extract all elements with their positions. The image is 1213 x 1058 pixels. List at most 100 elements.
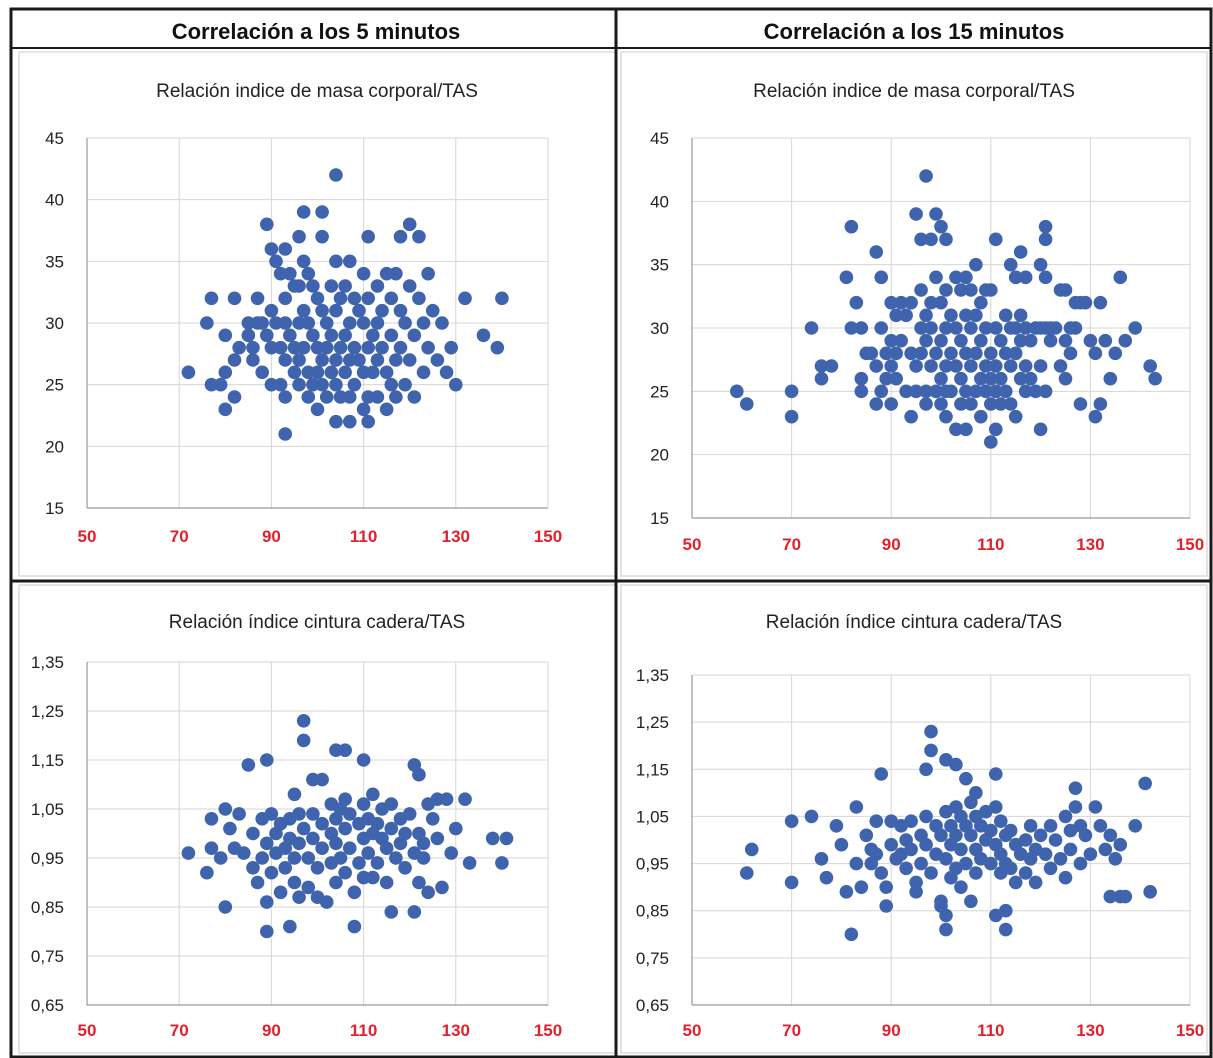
data-point (869, 245, 884, 259)
data-point (315, 205, 329, 219)
data-point (964, 397, 978, 411)
y-tick-label: 15 (45, 499, 64, 518)
data-point (874, 384, 889, 399)
data-point (879, 899, 894, 913)
data-point (315, 229, 329, 244)
data-point (444, 340, 458, 355)
data-point (356, 266, 371, 281)
data-point (319, 390, 334, 404)
data-point (854, 880, 869, 894)
y-tick-label: 0,85 (31, 898, 64, 917)
data-point (964, 283, 978, 297)
data-point (1068, 321, 1083, 335)
data-point (739, 397, 754, 411)
data-point (969, 786, 983, 800)
data-point (784, 814, 799, 828)
data-point (924, 295, 938, 310)
data-point (1088, 346, 1103, 361)
data-point (988, 422, 1003, 437)
data-point (984, 435, 998, 449)
data-point (255, 365, 269, 380)
data-point (379, 841, 394, 855)
data-point (315, 772, 329, 787)
data-point (974, 371, 988, 386)
data-point (333, 851, 348, 865)
data-point (914, 321, 928, 335)
data-point (889, 308, 903, 323)
data-point (959, 422, 973, 437)
data-point (287, 851, 302, 865)
data-point (1008, 270, 1023, 285)
x-tick-label: 90 (262, 527, 281, 546)
data-point (949, 270, 963, 285)
data-point (310, 291, 325, 306)
x-tick-label: 50 (683, 1021, 702, 1040)
data-point (894, 295, 908, 310)
chart-panel-2: Relación indice de masa corporal/TAS 50 70… (620, 51, 1208, 577)
data-point (236, 846, 251, 860)
data-point (874, 866, 889, 880)
data-point (287, 787, 302, 802)
x-tick-label: 130 (442, 527, 470, 546)
data-point (264, 242, 279, 256)
data-point (924, 321, 938, 335)
data-point (412, 229, 426, 244)
y-tick-label: 15 (650, 509, 669, 528)
data-point (444, 846, 458, 860)
data-point (1018, 384, 1033, 399)
data-point (218, 802, 233, 816)
data-point (819, 870, 834, 885)
data-point (929, 207, 943, 221)
data-point (934, 828, 948, 843)
data-point (949, 422, 963, 437)
data-point (416, 836, 431, 851)
data-point (998, 922, 1013, 937)
data-point (934, 295, 948, 310)
data-point (278, 291, 293, 306)
data-point (1078, 828, 1093, 843)
data-point (814, 371, 829, 386)
outer-frame (9, 7, 1213, 1058)
data-point (356, 753, 371, 767)
data-point (352, 856, 366, 870)
data-points (181, 168, 509, 441)
data-point (1138, 776, 1152, 791)
data-point (301, 880, 316, 895)
y-tick-label: 20 (45, 437, 64, 456)
data-point (292, 229, 306, 244)
data-point (984, 397, 998, 411)
chart-panel-4: Relación índice cintura cadera/TAS 50 70 90… (620, 584, 1208, 1054)
data-point (273, 340, 288, 355)
data-point (1128, 321, 1143, 335)
data-point (904, 842, 918, 857)
data-point (834, 837, 849, 852)
data-point (246, 826, 260, 841)
data-point (954, 371, 968, 386)
data-point (259, 753, 274, 767)
x-tick-label: 70 (782, 1021, 801, 1040)
chart-panels: Relación indice de masa corporal/TAS 50 70… (18, 51, 1208, 1054)
data-point (375, 340, 389, 355)
data-point (315, 377, 329, 392)
chart-title: Relación índice cintura cadera/TAS (169, 612, 465, 633)
data-point (974, 295, 988, 310)
data-point (278, 353, 293, 367)
data-point (954, 397, 968, 411)
data-point (246, 861, 260, 875)
data-point (1043, 333, 1058, 348)
data-point (984, 823, 998, 838)
data-point (241, 758, 256, 772)
data-point (988, 800, 1003, 814)
data-point (1088, 800, 1103, 814)
data-point (366, 870, 380, 885)
data-point (949, 757, 963, 772)
y-tick-label: 35 (45, 252, 64, 271)
data-point (287, 365, 302, 380)
data-point (347, 919, 362, 934)
data-point (1073, 856, 1088, 871)
data-point (370, 816, 385, 831)
data-point (988, 384, 1003, 399)
data-point (939, 908, 953, 923)
data-point (879, 371, 894, 386)
data-point (310, 365, 325, 380)
